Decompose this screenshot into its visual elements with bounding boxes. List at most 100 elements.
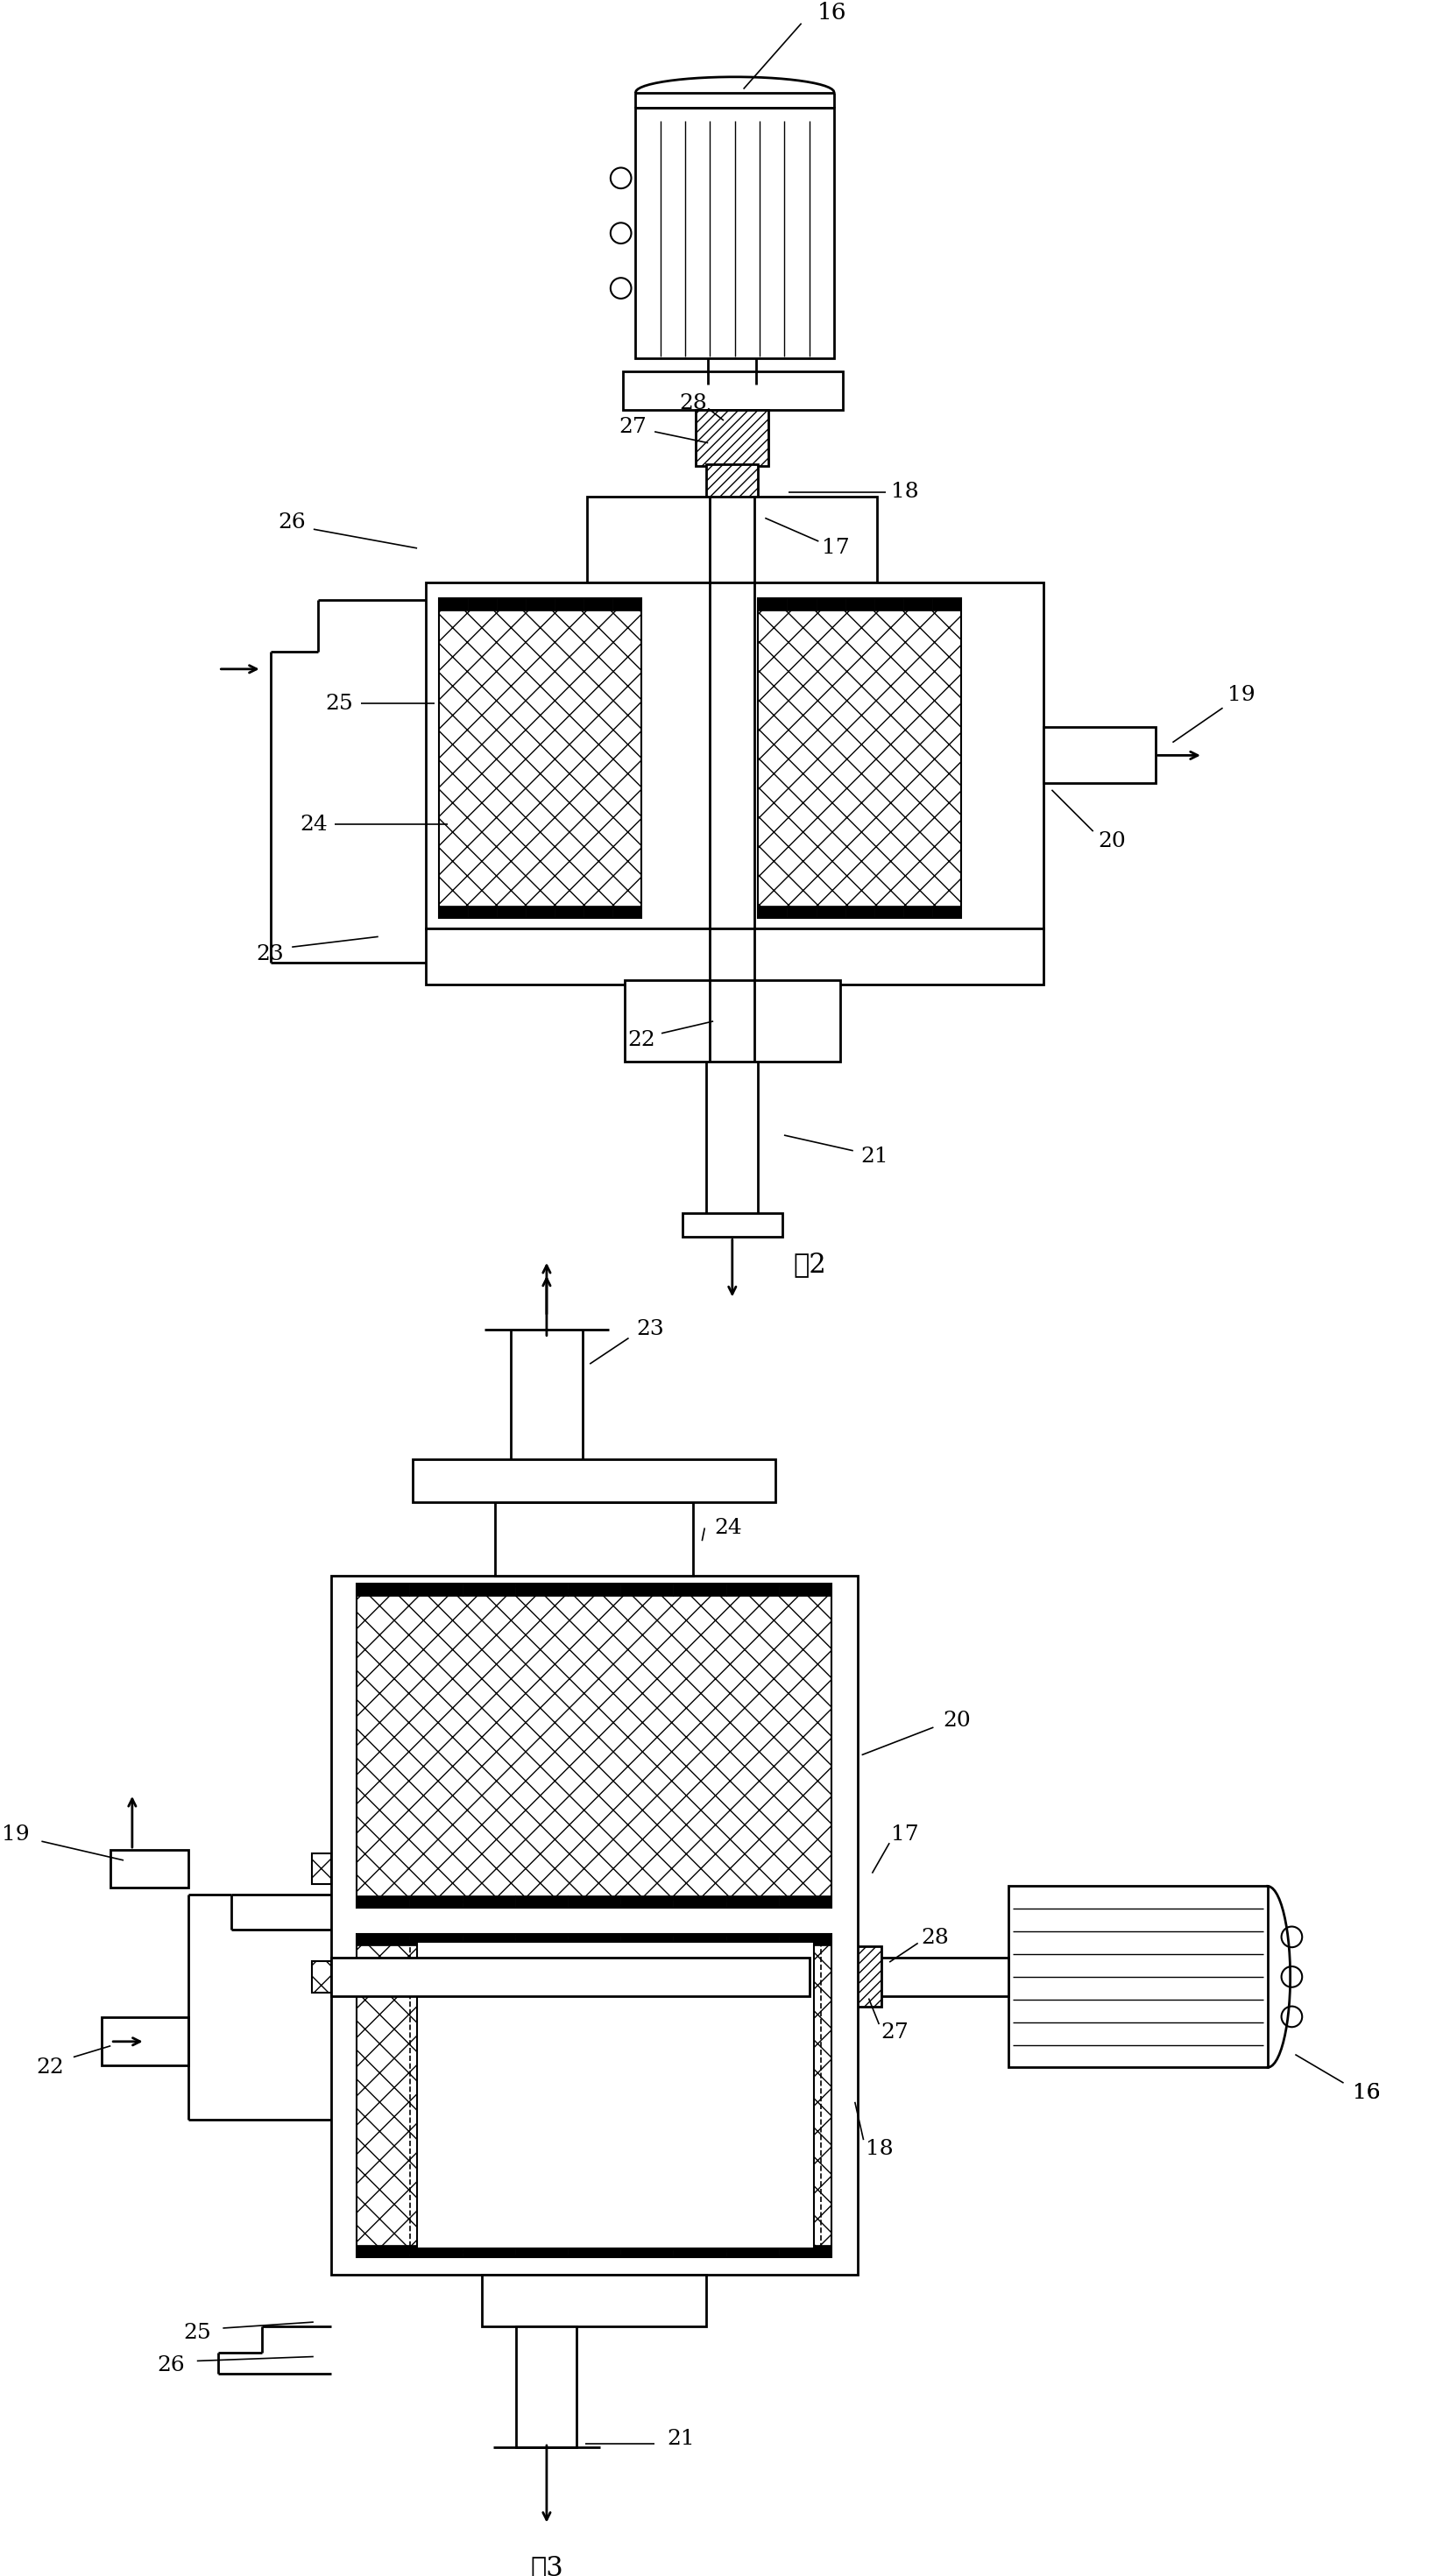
Text: 19: 19: [1, 1824, 29, 1844]
Bar: [903, 598, 932, 611]
Bar: [516, 2326, 577, 2447]
Text: 26: 26: [157, 2354, 186, 2375]
Bar: [312, 1852, 331, 1886]
Bar: [357, 1935, 831, 2257]
Text: 18: 18: [892, 482, 919, 502]
Bar: [874, 598, 903, 611]
Bar: [584, 598, 613, 611]
Bar: [621, 1896, 673, 1909]
Bar: [409, 1584, 463, 1597]
Bar: [568, 2246, 621, 2257]
Bar: [409, 1896, 463, 1909]
Text: 18: 18: [866, 2138, 893, 2159]
Bar: [621, 1584, 673, 1597]
Text: 24: 24: [300, 814, 328, 835]
Bar: [357, 1584, 831, 1909]
Bar: [845, 598, 874, 611]
Bar: [787, 598, 816, 611]
Bar: [811, 1955, 842, 1999]
Bar: [1043, 726, 1156, 783]
Bar: [696, 410, 769, 466]
Bar: [312, 1960, 331, 1991]
Text: 24: 24: [713, 1517, 742, 1538]
Bar: [673, 1935, 726, 1945]
Bar: [779, 1896, 831, 1909]
Text: 图2: 图2: [793, 1252, 826, 1278]
Text: 20: 20: [1098, 832, 1127, 853]
Bar: [568, 1584, 621, 1597]
Text: 25: 25: [183, 2324, 210, 2344]
Bar: [463, 1935, 515, 1945]
Text: 16: 16: [816, 3, 847, 23]
Bar: [726, 1584, 779, 1597]
Text: 26: 26: [278, 513, 306, 533]
Bar: [555, 598, 584, 611]
Bar: [706, 464, 758, 500]
Text: 23: 23: [637, 1319, 664, 1340]
Text: 22: 22: [628, 1030, 655, 1051]
Text: 16: 16: [1353, 2084, 1380, 2105]
Bar: [357, 1584, 409, 1597]
Bar: [584, 907, 613, 917]
Bar: [110, 1850, 188, 1888]
Bar: [426, 927, 1043, 984]
Bar: [932, 907, 961, 917]
Bar: [409, 2246, 463, 2257]
Bar: [622, 371, 842, 410]
Bar: [526, 907, 555, 917]
Bar: [463, 1896, 515, 1909]
Text: 21: 21: [861, 1146, 889, 1167]
Bar: [903, 907, 932, 917]
Bar: [840, 1947, 882, 2007]
Bar: [787, 907, 816, 917]
Text: 17: 17: [892, 1824, 919, 1844]
Bar: [673, 1896, 726, 1909]
Text: 16: 16: [1353, 2084, 1380, 2105]
Bar: [426, 582, 1043, 927]
Bar: [463, 2246, 515, 2257]
Bar: [515, 2246, 568, 2257]
Bar: [515, 1896, 568, 1909]
Bar: [621, 2246, 673, 2257]
Bar: [635, 108, 834, 358]
Bar: [621, 1935, 673, 1945]
Text: 22: 22: [36, 2058, 64, 2076]
Text: 19: 19: [1228, 685, 1256, 706]
Bar: [468, 598, 497, 611]
Bar: [613, 598, 641, 611]
Bar: [494, 1502, 693, 1577]
Text: 25: 25: [325, 693, 354, 714]
Bar: [625, 979, 840, 1061]
Bar: [779, 1935, 831, 1945]
Text: 27: 27: [880, 2022, 909, 2043]
Bar: [497, 907, 526, 917]
Bar: [758, 598, 961, 917]
Bar: [673, 2246, 726, 2257]
Bar: [481, 2275, 706, 2326]
Bar: [726, 2246, 779, 2257]
Bar: [357, 1896, 409, 1909]
Bar: [418, 1942, 815, 2249]
Bar: [568, 1935, 621, 1945]
Bar: [845, 907, 874, 917]
Bar: [816, 598, 845, 611]
Bar: [568, 1896, 621, 1909]
Bar: [331, 1577, 857, 2275]
Bar: [1009, 1886, 1267, 2069]
Bar: [673, 1584, 726, 1597]
Bar: [587, 497, 877, 582]
Bar: [726, 1896, 779, 1909]
Bar: [497, 598, 526, 611]
Text: 20: 20: [942, 1710, 970, 1731]
Bar: [758, 598, 787, 611]
Text: 21: 21: [667, 2429, 695, 2450]
Bar: [468, 907, 497, 917]
Bar: [816, 907, 845, 917]
Bar: [555, 907, 584, 917]
Bar: [463, 1584, 515, 1597]
Bar: [439, 598, 641, 917]
Text: 图3: 图3: [531, 2555, 563, 2576]
Bar: [682, 1213, 783, 1236]
Bar: [758, 907, 787, 917]
Bar: [932, 598, 961, 611]
